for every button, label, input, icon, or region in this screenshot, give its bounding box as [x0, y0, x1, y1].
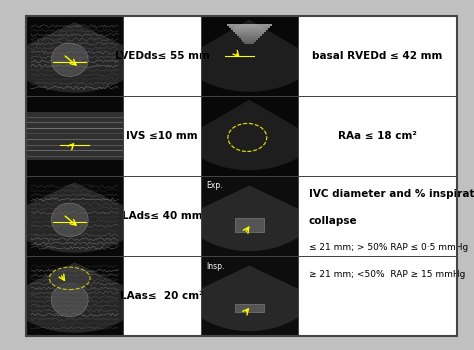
- Bar: [298, 256, 457, 336]
- Bar: [123, 16, 201, 96]
- Bar: [26, 256, 123, 336]
- Bar: [26, 256, 123, 336]
- Bar: [201, 16, 298, 96]
- Bar: [123, 256, 201, 336]
- Text: collapse: collapse: [309, 216, 357, 226]
- Text: ≥ 21 mm; <50%  RAP ≥ 15 mmHg: ≥ 21 mm; <50% RAP ≥ 15 mmHg: [309, 270, 465, 279]
- Text: ≤ 21 mm; > 50% RAP ≤ 0·5 mmHg: ≤ 21 mm; > 50% RAP ≤ 0·5 mmHg: [309, 243, 468, 252]
- Bar: [298, 96, 457, 176]
- Bar: [26, 176, 123, 256]
- Bar: [123, 176, 201, 256]
- Bar: [201, 176, 298, 256]
- Bar: [123, 96, 201, 176]
- Bar: [201, 176, 298, 256]
- Text: LAds≤ 40 mm: LAds≤ 40 mm: [122, 211, 202, 221]
- Bar: [201, 256, 298, 336]
- Text: LVEDds≤ 55 mm: LVEDds≤ 55 mm: [115, 51, 210, 61]
- Bar: [26, 96, 123, 176]
- Bar: [298, 176, 457, 336]
- Text: RAa ≤ 18 cm²: RAa ≤ 18 cm²: [338, 131, 417, 141]
- Text: IVC diameter and % inspiratory: IVC diameter and % inspiratory: [309, 189, 474, 199]
- Text: LAas≤  20 cm²: LAas≤ 20 cm²: [120, 291, 204, 301]
- Bar: [201, 96, 298, 176]
- Bar: [298, 176, 457, 256]
- Bar: [298, 16, 457, 96]
- Bar: [298, 96, 457, 176]
- Bar: [26, 176, 123, 256]
- Bar: [26, 96, 123, 176]
- Bar: [123, 176, 201, 256]
- Bar: [201, 96, 298, 176]
- Bar: [123, 16, 201, 96]
- Bar: [26, 16, 123, 96]
- Bar: [201, 16, 298, 96]
- Bar: [298, 16, 457, 96]
- Text: basal RVEDd ≤ 42 mm: basal RVEDd ≤ 42 mm: [312, 51, 443, 61]
- Bar: [26, 16, 123, 96]
- Bar: [201, 256, 298, 336]
- Text: IVS ≤10 mm: IVS ≤10 mm: [126, 131, 198, 141]
- Bar: [123, 96, 201, 176]
- Bar: [123, 256, 201, 336]
